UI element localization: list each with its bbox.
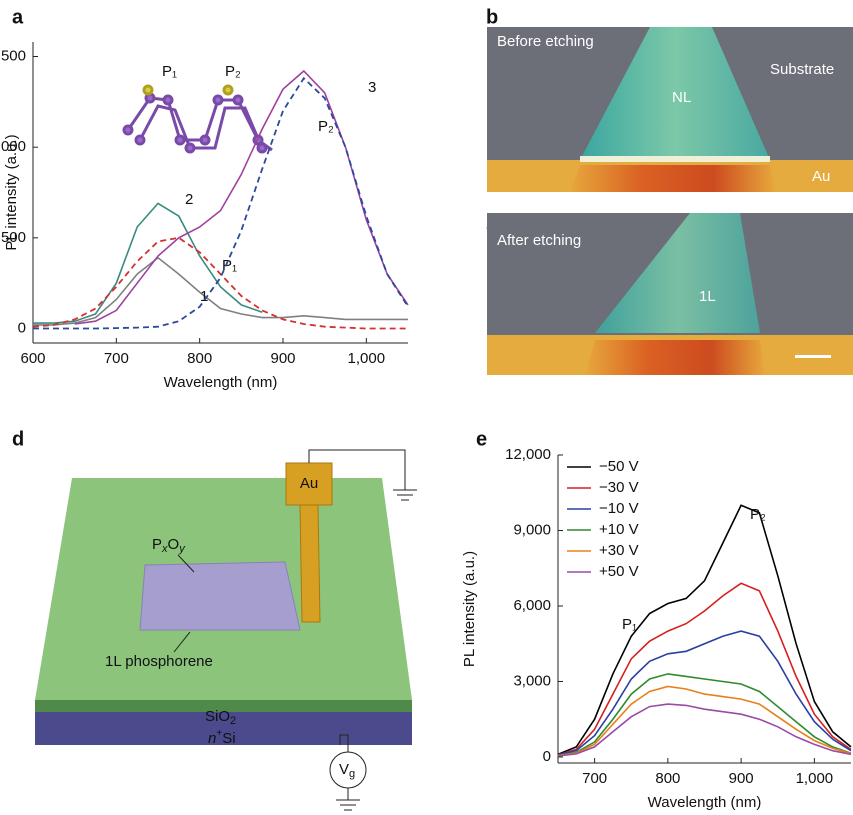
image-label: 1L: [699, 288, 716, 305]
image-label: Substrate: [770, 61, 834, 78]
x-tick-label: 600: [20, 350, 45, 367]
molecule-inset: [124, 86, 272, 152]
x-tick-label: 800: [655, 770, 680, 787]
annotation: P₁: [162, 63, 177, 80]
text-part: g: [349, 768, 355, 780]
micrograph-before: [487, 27, 853, 192]
panel-label: e: [476, 428, 487, 450]
y-tick-label: 0: [543, 748, 551, 765]
image-label: Before etching: [497, 33, 594, 50]
text-part: 2: [230, 715, 236, 727]
text-part: P: [152, 536, 162, 553]
series-label: 3: [368, 79, 376, 96]
image-label: Au: [812, 168, 830, 185]
device-diagram: [35, 450, 417, 810]
series-label: P₂: [318, 118, 334, 135]
image-label: NL: [672, 89, 691, 106]
x-tick-label: 700: [104, 350, 129, 367]
legend-label: −50 V: [599, 458, 639, 475]
figure: a b c d e Before etching NL Substrate Au…: [0, 0, 853, 815]
image-label: After etching: [497, 232, 581, 249]
legend-label: +30 V: [599, 542, 639, 559]
annotation: P₂: [225, 63, 241, 80]
x-tick-label: 700: [582, 770, 607, 787]
annotation: P₂: [750, 506, 766, 523]
diagram-label: n+Si: [208, 728, 236, 747]
legend-label: +10 V: [599, 521, 639, 538]
y-tick-label: 6,000: [513, 597, 551, 614]
annotation: P₁: [622, 616, 637, 633]
diagram-label: 1L phosphorene: [105, 653, 213, 670]
diagram-label: Au: [300, 475, 318, 492]
series-line: [558, 583, 851, 755]
series-line: [33, 238, 408, 329]
series-label: 2: [185, 191, 193, 208]
series-label: P₁: [222, 257, 237, 274]
text-part: O: [168, 536, 180, 553]
x-tick-label: 900: [729, 770, 754, 787]
panel-label: d: [12, 428, 24, 450]
x-tick-label: 1,000: [348, 350, 386, 367]
legend-label: +50 V: [599, 563, 639, 580]
series-line: [33, 258, 408, 325]
text-part: SiO: [205, 708, 230, 725]
x-tick-label: 1,000: [796, 770, 834, 787]
panel-label: a: [12, 6, 24, 28]
y-axis-label: PL intensity (a.u.): [461, 551, 478, 667]
legend-label: −30 V: [599, 479, 639, 496]
text-part: n: [208, 730, 216, 747]
series-line: [33, 78, 408, 328]
text-part: V: [339, 761, 349, 778]
y-tick-label: 0: [18, 319, 26, 336]
text-part: Si: [222, 730, 235, 747]
series-line: [558, 687, 851, 756]
y-tick-label: 9,000: [513, 521, 551, 538]
x-tick-label: 900: [270, 350, 295, 367]
y-tick-label: 12,000: [505, 446, 551, 463]
legend-label: −10 V: [599, 500, 639, 517]
panel-label: b: [486, 6, 498, 28]
y-tick-label: 1,500: [0, 47, 26, 64]
y-tick-label: 3,000: [513, 672, 551, 689]
x-axis-label: Wavelength (nm): [648, 794, 762, 811]
x-tick-label: 800: [187, 350, 212, 367]
x-axis-label: Wavelength (nm): [164, 374, 278, 391]
y-axis-label: PL intensity (a.u.): [3, 134, 20, 250]
